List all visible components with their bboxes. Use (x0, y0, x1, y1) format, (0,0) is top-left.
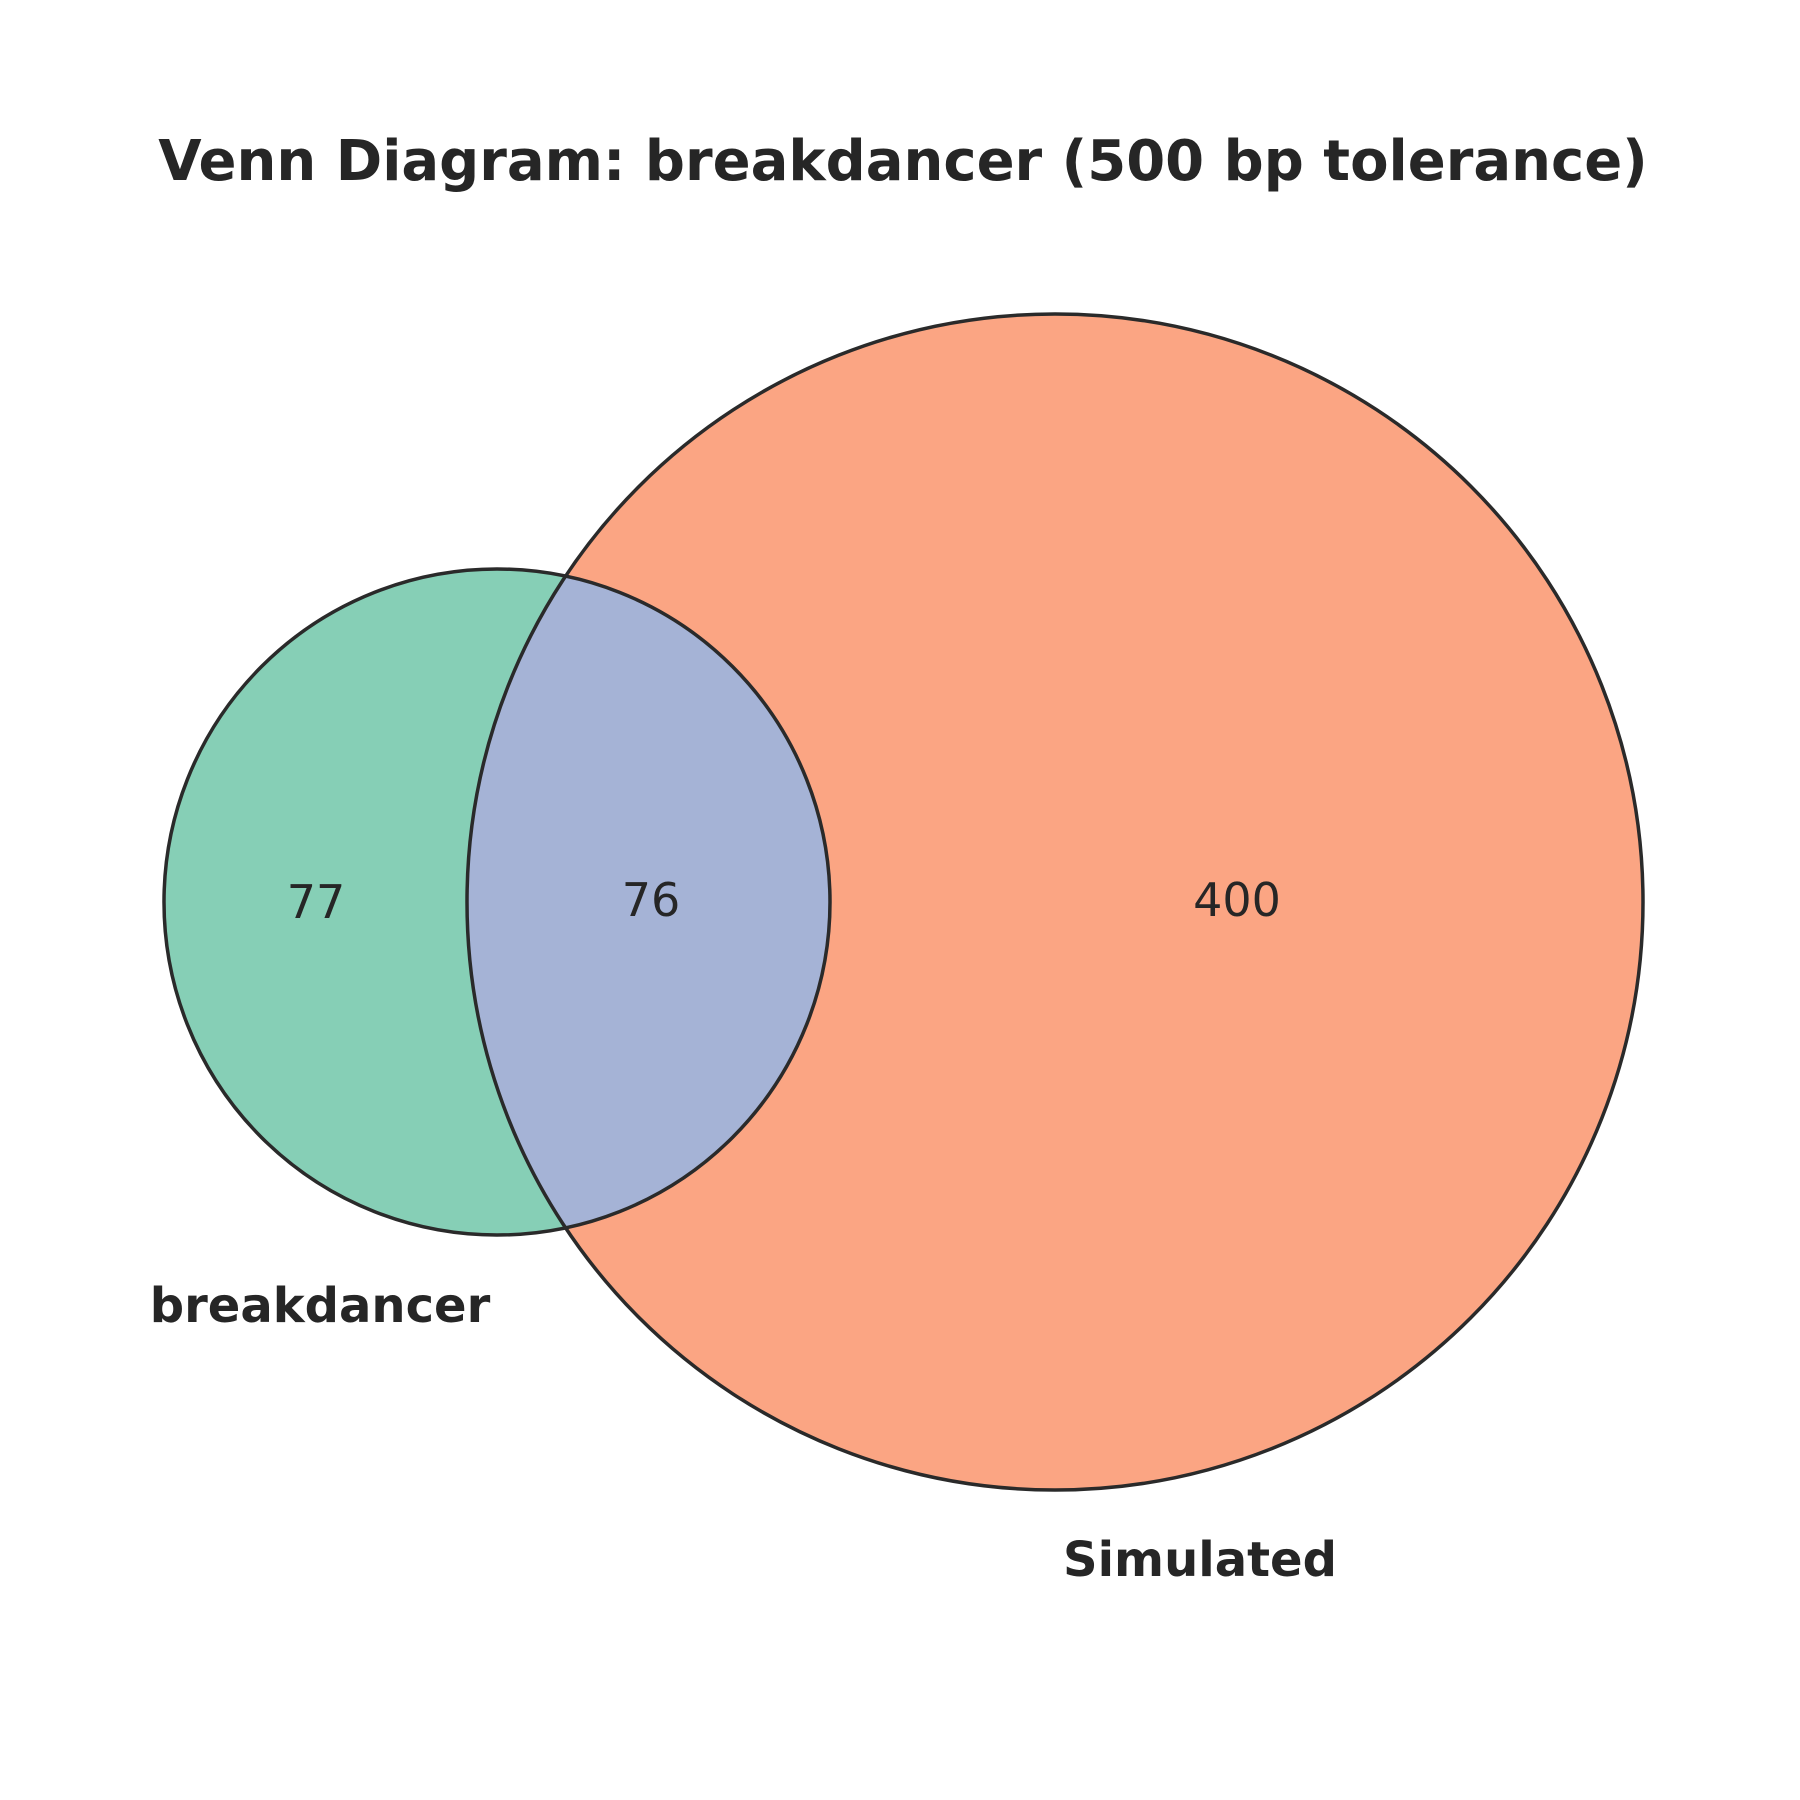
simulated-only-count: 400 (1193, 873, 1281, 927)
breakdancer-set-label: breakdancer (150, 1278, 491, 1334)
breakdancer-circle-outline (162, 567, 832, 1237)
simulated-set-label: Simulated (1063, 1532, 1337, 1588)
simulated-circle-outline (465, 312, 1645, 1492)
breakdancer-only-count: 77 (287, 875, 346, 929)
intersection-count: 76 (622, 873, 681, 927)
diagram-title: Venn Diagram: breakdancer (500 bp tolera… (158, 129, 1648, 194)
simulated-circle (467, 314, 1643, 1490)
